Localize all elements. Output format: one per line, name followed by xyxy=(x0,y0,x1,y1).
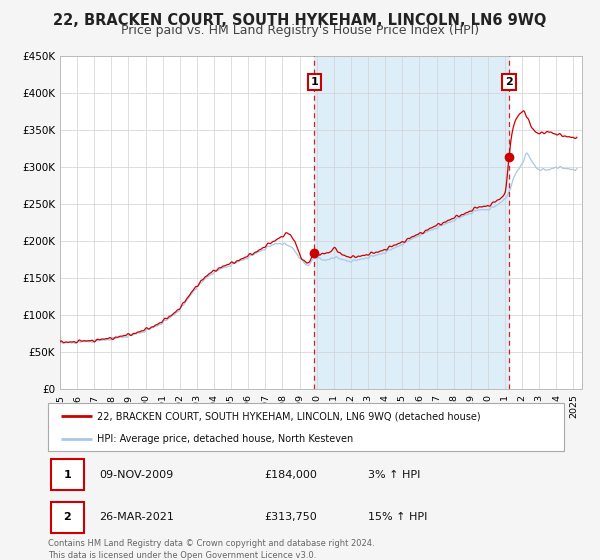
Text: 15% ↑ HPI: 15% ↑ HPI xyxy=(368,512,427,522)
Text: £184,000: £184,000 xyxy=(265,470,317,480)
FancyBboxPatch shape xyxy=(50,502,84,533)
FancyBboxPatch shape xyxy=(50,459,84,491)
Text: 1: 1 xyxy=(310,77,318,87)
Text: £313,750: £313,750 xyxy=(265,512,317,522)
Text: 2: 2 xyxy=(63,512,71,522)
FancyBboxPatch shape xyxy=(48,403,564,451)
Text: 09-NOV-2009: 09-NOV-2009 xyxy=(100,470,174,480)
Text: Price paid vs. HM Land Registry's House Price Index (HPI): Price paid vs. HM Land Registry's House … xyxy=(121,24,479,37)
Text: 26-MAR-2021: 26-MAR-2021 xyxy=(100,512,175,522)
Text: 1: 1 xyxy=(63,470,71,480)
Text: 22, BRACKEN COURT, SOUTH HYKEHAM, LINCOLN, LN6 9WQ (detached house): 22, BRACKEN COURT, SOUTH HYKEHAM, LINCOL… xyxy=(97,411,481,421)
Text: HPI: Average price, detached house, North Kesteven: HPI: Average price, detached house, Nort… xyxy=(97,434,353,444)
Text: 22, BRACKEN COURT, SOUTH HYKEHAM, LINCOLN, LN6 9WQ: 22, BRACKEN COURT, SOUTH HYKEHAM, LINCOL… xyxy=(53,13,547,28)
Text: This data is licensed under the Open Government Licence v3.0.: This data is licensed under the Open Gov… xyxy=(48,551,316,560)
Bar xyxy=(314,56,509,389)
Text: 3% ↑ HPI: 3% ↑ HPI xyxy=(368,470,420,480)
Text: Contains HM Land Registry data © Crown copyright and database right 2024.: Contains HM Land Registry data © Crown c… xyxy=(48,539,374,548)
Text: 2: 2 xyxy=(505,77,513,87)
